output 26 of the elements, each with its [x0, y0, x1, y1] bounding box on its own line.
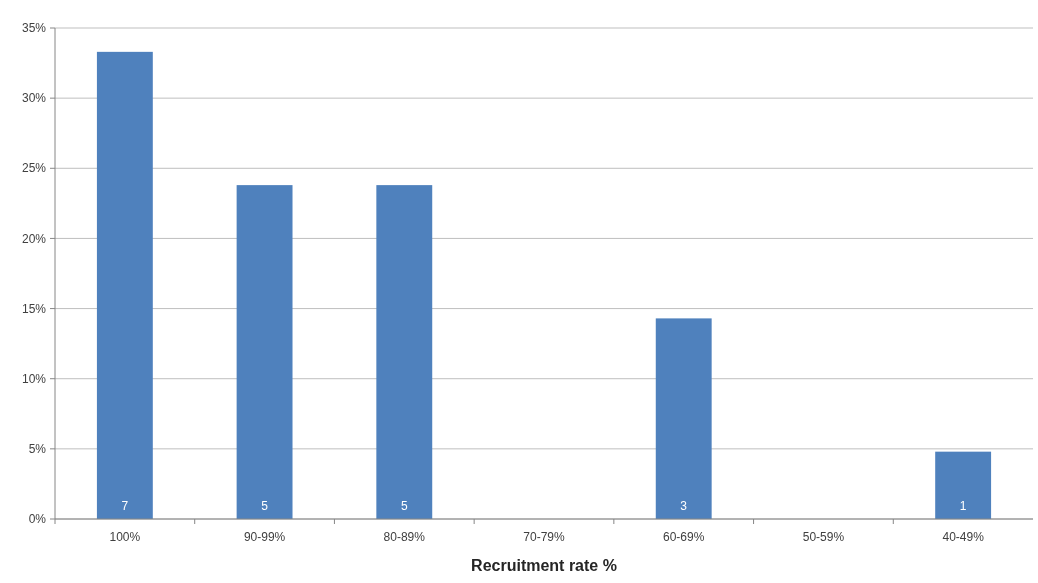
- x-tick-label: 90-99%: [243, 530, 286, 544]
- y-tick-label: 0%: [28, 512, 47, 527]
- x-axis-title: Recruitment rate %: [471, 557, 617, 574]
- y-tick-label: 15%: [21, 301, 47, 316]
- x-tick-label: 50-59%: [802, 530, 845, 544]
- bar: [655, 318, 712, 519]
- x-tick-label: 60-69%: [663, 530, 705, 544]
- annotation: 7: [121, 499, 129, 513]
- y-tick-label: 5%: [28, 442, 47, 457]
- bar: [96, 51, 153, 519]
- bar: [236, 185, 293, 519]
- annotation: 5: [261, 499, 269, 513]
- annotation: 5: [400, 499, 408, 513]
- x-tick-label: 100%: [109, 530, 141, 544]
- y-tick-label: 35%: [21, 21, 47, 36]
- x-tick-label: 70-79%: [523, 530, 565, 544]
- y-tick-label: 10%: [21, 371, 47, 386]
- y-tick-label: 20%: [21, 231, 47, 246]
- bar: [935, 451, 992, 519]
- y-tick-label: 25%: [21, 161, 47, 176]
- annotation: 1: [959, 499, 967, 513]
- annotation: 3: [680, 499, 688, 513]
- bar: [376, 185, 433, 519]
- x-tick-label: 40-49%: [942, 530, 985, 544]
- y-tick-label: 30%: [21, 91, 47, 106]
- x-tick-label: 80-89%: [383, 530, 426, 544]
